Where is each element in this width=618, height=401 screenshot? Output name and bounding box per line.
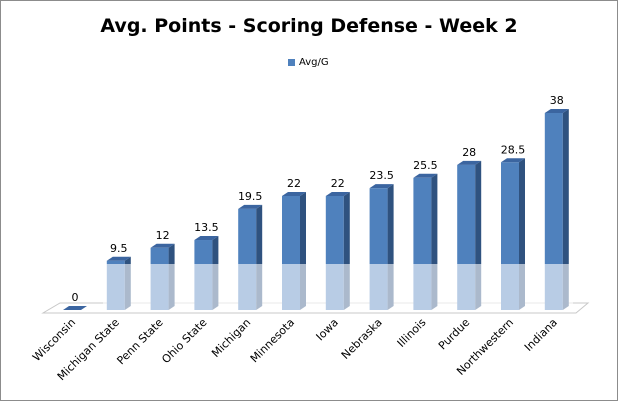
x-tick-label: Penn State [114, 316, 165, 367]
legend: Avg/G [288, 57, 329, 68]
bar-top [150, 243, 175, 248]
x-tick-label: Nebraska [339, 316, 385, 362]
bar-top [544, 109, 569, 113]
bar-top [457, 160, 482, 165]
bar-top [238, 204, 263, 209]
data-label: 22 [331, 177, 345, 190]
watermark-band [103, 264, 573, 310]
bar-side [562, 109, 569, 310]
data-label: 19.5 [238, 190, 263, 203]
data-label: 28.5 [501, 143, 526, 156]
data-label: 0 [72, 291, 79, 304]
data-label: 22 [287, 177, 301, 190]
x-tick-label: Minnesota [248, 316, 297, 365]
bar-top [63, 306, 87, 310]
data-label: 23.5 [369, 169, 394, 182]
bar-top [369, 184, 394, 189]
bar-top [194, 236, 219, 241]
bar-top [501, 158, 525, 163]
legend-label: Avg/G [299, 57, 329, 68]
x-tick-label: Michigan [209, 316, 253, 360]
data-label: 25.5 [413, 159, 438, 172]
bar [544, 113, 563, 310]
legend-swatch [288, 59, 295, 66]
data-label: 12 [156, 229, 170, 242]
chart-title: Avg. Points - Scoring Defense - Week 2 [100, 15, 518, 37]
x-tick-label: Ohio State [159, 316, 209, 366]
data-label: 38 [550, 94, 564, 107]
data-label: 28 [462, 146, 476, 159]
bar-top [282, 191, 306, 196]
data-label: 13.5 [194, 221, 219, 234]
bar-top [413, 173, 438, 178]
bar-top [106, 256, 131, 261]
x-tick-label: Purdue [436, 316, 473, 353]
bar-top [325, 191, 350, 196]
x-tick-label: Illinois [395, 316, 429, 350]
x-tick-label: Indiana [522, 316, 560, 354]
x-tick-label: Iowa [314, 316, 341, 343]
data-label: 9.5 [110, 242, 128, 255]
